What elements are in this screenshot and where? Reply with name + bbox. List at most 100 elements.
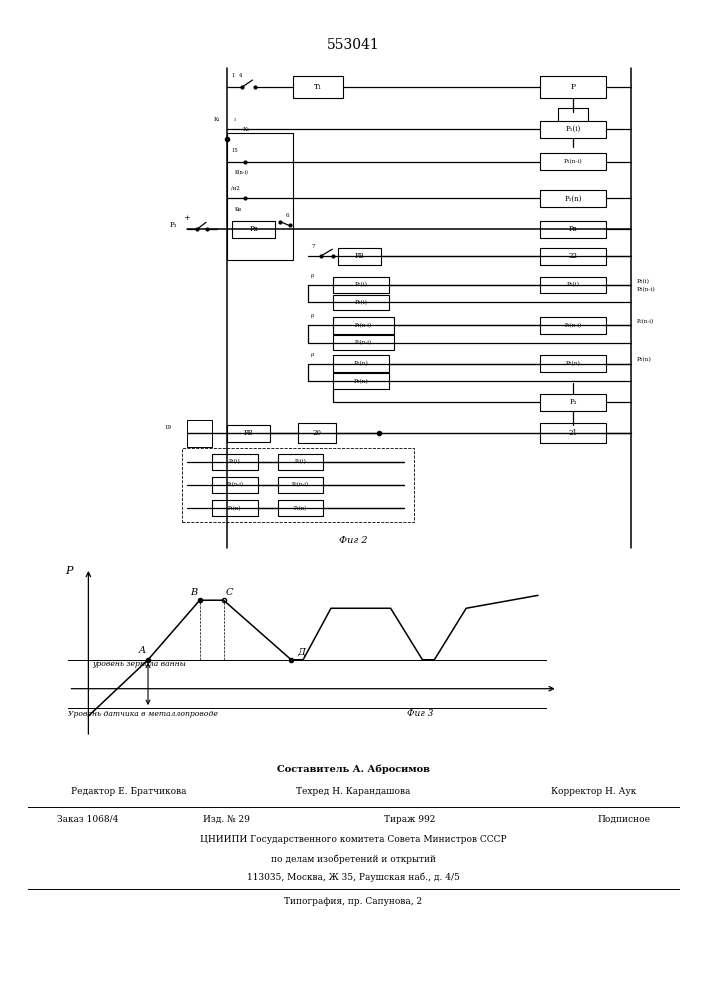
Text: Типография, пр. Сапунова, 2: Типография, пр. Сапунова, 2 [284, 897, 423, 906]
Text: P: P [571, 83, 575, 91]
Text: P₂(n): P₂(n) [566, 361, 580, 366]
Text: Редактор Е. Братчикова: Редактор Е. Братчикова [71, 787, 186, 796]
Bar [298, 423, 336, 443]
Text: по делам изобретений и открытий: по делам изобретений и открытий [271, 855, 436, 864]
Text: P₁(n-і): P₁(n-і) [355, 323, 372, 328]
Text: 553041: 553041 [327, 38, 380, 52]
Text: 21: 21 [568, 429, 578, 437]
Bar [212, 500, 257, 516]
Bar [293, 76, 344, 98]
Bar [333, 335, 394, 350]
Bar [227, 133, 293, 260]
Text: Заказ 1068/4: Заказ 1068/4 [57, 815, 118, 824]
Text: /н2: /н2 [231, 185, 240, 190]
Text: Pв: Pв [249, 225, 258, 233]
Text: ЦНИИПИ Государственного комитета Совета Министров СССР: ЦНИИПИ Государственного комитета Совета … [200, 835, 507, 844]
Bar [540, 153, 606, 170]
Bar [339, 248, 381, 265]
Text: P₃: P₃ [170, 221, 177, 229]
Bar [278, 500, 323, 516]
Bar [540, 221, 606, 238]
Text: P₁(n): P₁(n) [564, 194, 582, 202]
Text: 22: 22 [568, 252, 578, 260]
Text: P₂(n-і): P₂(n-і) [355, 340, 372, 345]
Text: P₂(і): P₂(і) [295, 459, 306, 464]
Bar [333, 317, 394, 334]
Text: Составитель А. Абросимов: Составитель А. Абросимов [277, 765, 430, 774]
Text: Pв: Pв [569, 225, 578, 233]
Text: 15: 15 [231, 148, 238, 153]
Text: Д: Д [297, 647, 305, 656]
Bar [187, 420, 212, 447]
Bar [540, 76, 606, 98]
Bar [182, 448, 414, 522]
Text: 19: 19 [165, 425, 172, 430]
Text: ρ: ρ [310, 273, 314, 278]
Bar [540, 277, 606, 293]
Text: B: B [190, 588, 197, 597]
Bar [540, 248, 606, 265]
Text: 7: 7 [311, 244, 315, 249]
Bar [333, 277, 389, 293]
Text: P₁(n): P₁(n) [354, 361, 368, 366]
Bar [212, 477, 257, 493]
Bar [212, 454, 257, 470]
Text: К₁: К₁ [243, 127, 250, 132]
Text: P₃: P₃ [569, 398, 577, 406]
Text: P₁(і): P₁(і) [355, 282, 368, 288]
Text: P₂(n): P₂(n) [636, 357, 651, 363]
Text: Kн: Kн [235, 207, 242, 212]
Text: PВ: PВ [244, 429, 253, 437]
Text: K(n-і): K(n-і) [235, 170, 249, 175]
Text: Корректор Н. Аук: Корректор Н. Аук [551, 787, 636, 796]
Text: A: A [139, 646, 146, 655]
Text: C: C [226, 588, 233, 597]
Bar [540, 121, 606, 138]
Text: 20: 20 [312, 429, 321, 437]
Text: P₁(і): P₁(і) [229, 459, 240, 464]
Text: 113035, Москва, Ж 35, Раушская наб., д. 4/5: 113035, Москва, Ж 35, Раушская наб., д. … [247, 873, 460, 883]
Text: P₂(n): P₂(n) [354, 379, 368, 384]
Text: P₂(n-і): P₂(n-і) [292, 482, 309, 488]
Text: P₂(n-і): P₂(n-і) [636, 319, 653, 324]
Text: P₁(і): P₁(і) [566, 125, 580, 133]
Text: P₁(n): P₁(n) [228, 506, 242, 511]
Text: P₂(n-і): P₂(n-і) [636, 287, 655, 292]
Text: ₃: ₃ [234, 117, 236, 122]
Text: Фиг 2: Фиг 2 [339, 536, 368, 545]
Text: P₂(n): P₂(n) [293, 506, 308, 511]
Text: К₁: К₁ [214, 117, 220, 122]
Text: Изд. № 29: Изд. № 29 [203, 815, 250, 824]
Bar [333, 373, 389, 389]
Bar [333, 295, 389, 310]
Bar [233, 221, 275, 238]
Text: P₂(і): P₂(і) [636, 279, 649, 284]
Bar [333, 355, 389, 372]
Bar [278, 454, 323, 470]
Text: P₂(і): P₂(і) [355, 300, 368, 305]
Text: ρ: ρ [310, 313, 314, 318]
Text: Уровень датчика в металлопроводе: Уровень датчика в металлопроводе [69, 710, 218, 718]
Text: ρ: ρ [310, 352, 314, 357]
Text: 6: 6 [286, 213, 290, 218]
Text: Тираж 992: Тираж 992 [385, 815, 436, 824]
Text: P₂(і): P₂(і) [567, 282, 580, 288]
Text: 1  4: 1 4 [232, 73, 243, 78]
Text: +: + [183, 214, 190, 222]
Bar [540, 394, 606, 411]
Bar [540, 355, 606, 372]
Text: Техред Н. Карандашова: Техред Н. Карандашова [296, 787, 411, 796]
Text: Фиг 3: Фиг 3 [407, 709, 433, 718]
Text: P₁(n-і): P₁(n-і) [226, 482, 243, 488]
Bar [540, 317, 606, 334]
Text: P₁(n-і): P₁(n-і) [563, 159, 583, 164]
Text: T₁: T₁ [314, 83, 322, 91]
Text: P₂(n-і): P₂(n-і) [565, 323, 582, 328]
Bar [278, 477, 323, 493]
Bar [558, 108, 588, 123]
Bar [540, 423, 606, 443]
Text: Подписное: Подписное [597, 815, 650, 824]
Text: PВ: PВ [355, 252, 364, 260]
Text: P: P [65, 566, 72, 576]
Bar [540, 190, 606, 207]
